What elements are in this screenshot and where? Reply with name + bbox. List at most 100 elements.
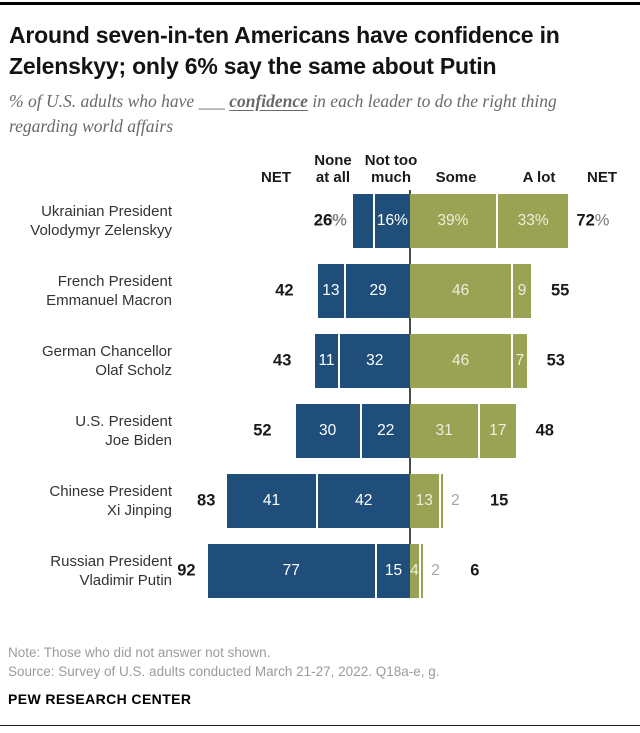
net-value: 48	[535, 421, 554, 440]
footnote-block: Note: Those who did not answer not shown…	[8, 644, 440, 681]
segment-none-at-all: 41	[227, 474, 316, 528]
chart-title-line1: Around seven-in-ten Americans have confi…	[9, 22, 560, 48]
segment-not-too-much: 42	[317, 474, 410, 528]
segment-value-a-lot: 33%	[517, 212, 549, 229]
net-value: 72%	[576, 211, 610, 230]
segment-a-lot	[440, 474, 443, 528]
net-value: 26%	[313, 211, 347, 230]
net-value: 42	[275, 281, 294, 300]
segment-value-not-too-much: 15	[384, 562, 403, 579]
segment-none-at-all: 11	[315, 334, 338, 388]
net-value: 43	[273, 351, 292, 370]
bottom-rule	[0, 725, 640, 726]
row-label-line: French President	[57, 273, 172, 290]
segment-value-some: 46	[451, 282, 470, 299]
chart-title-line2: Zelenskyy; only 6% say the same about Pu…	[9, 53, 497, 79]
segment-value-a-lot: 7	[515, 352, 525, 369]
row-label-line: Chinese President	[49, 483, 172, 500]
brand-label: PEW RESEARCH CENTER	[8, 691, 192, 707]
chart-subtitle: % of U.S. adults who have ___ confidence…	[9, 89, 621, 139]
column-header-a-lot: A lot	[522, 169, 556, 186]
net-left-group: 92	[177, 562, 195, 581]
segment-a-lot: 17	[480, 404, 516, 458]
column-header-some: Some	[435, 169, 477, 186]
axis-zero-line	[409, 190, 411, 598]
net-left-group: 42	[275, 282, 293, 301]
segment-some: 46	[410, 334, 512, 388]
net-right-group: 72%	[576, 212, 609, 231]
row-label: Chinese President Xi Jinping	[49, 482, 172, 520]
row-label: French President Emmanuel Macron	[46, 272, 172, 310]
segment-value-not-too-much: 22	[377, 422, 395, 439]
net-right-group: 55	[551, 282, 569, 301]
segment-none-at-all	[352, 194, 373, 248]
segment-value-some: 13	[415, 492, 433, 509]
segment-value-none-at-all: 13	[322, 282, 340, 299]
segment-some: 13	[410, 474, 439, 528]
segment-value-some: 39%	[437, 212, 469, 229]
segment-some: 31	[410, 404, 479, 458]
segment-not-too-much: 22	[361, 404, 410, 458]
segment-a-lot: 7	[513, 334, 527, 388]
net-left-group: 83	[197, 492, 215, 511]
segment-none-at-all: 13	[317, 264, 345, 318]
net-value-suffix: %	[332, 211, 347, 230]
segment-none-at-all: 30	[295, 404, 360, 458]
net-right-group: 53	[547, 352, 565, 371]
segment-not-too-much: 29	[346, 264, 410, 318]
segment-not-too-much: 32	[339, 334, 410, 388]
segment-none-at-all: 77	[207, 544, 375, 598]
segment-some: 4	[410, 544, 419, 598]
segment-value-not-too-much: 32	[366, 352, 384, 369]
net-value-suffix: %	[594, 211, 610, 230]
row-label-line: Vladimir Putin	[79, 572, 172, 589]
net-right-group: 6	[470, 562, 479, 581]
segment-a-lot: 9	[513, 264, 531, 318]
row-label: Russian President Vladimir Putin	[50, 552, 172, 590]
row-label-line: U.S. President	[75, 413, 172, 430]
net-value: 6	[470, 561, 480, 580]
subtitle-prefix: % of U.S. adults who have	[9, 91, 195, 111]
row-label-line: Olaf Scholz	[95, 362, 172, 379]
segment-not-too-much: 16%	[374, 194, 410, 248]
segment-some: 39%	[410, 194, 496, 248]
outside-value-a-lot: 2	[451, 492, 460, 509]
segment-value-none-at-all: 77	[282, 562, 300, 579]
net-left-group: 26%	[314, 212, 347, 231]
column-header-not-too-much: Not too much	[364, 152, 418, 186]
row-label: Ukrainian President Volodymyr Zelenskyy	[30, 202, 172, 240]
net-left-group: 43	[273, 352, 291, 371]
net-left-group: 52	[253, 422, 271, 441]
segment-value-none-at-all: 41	[262, 492, 281, 509]
row-label: German Chancellor Olaf Scholz	[42, 342, 172, 380]
segment-value-none-at-all: 30	[318, 422, 337, 439]
segment-value-not-too-much: 29	[369, 282, 387, 299]
segment-a-lot	[420, 544, 424, 598]
row-label-line: Joe Biden	[105, 432, 172, 449]
note-text: Note: Those who did not answer not shown…	[8, 645, 271, 660]
segment-some: 46	[410, 264, 512, 318]
row-label-line: German Chancellor	[41, 343, 172, 360]
top-rule	[0, 2, 640, 5]
segment-value-none-at-all: 11	[318, 352, 335, 369]
row-label-line: Russian President	[50, 553, 172, 570]
row-label-line: Xi Jinping	[106, 502, 172, 519]
net-right-group: 48	[536, 422, 554, 441]
subtitle-emphasis: confidence	[229, 91, 308, 111]
subtitle-blank: ___	[198, 91, 225, 111]
outside-value-a-lot: 2	[431, 562, 440, 579]
net-value: 53	[546, 351, 565, 370]
row-label: U.S. President Joe Biden	[75, 412, 172, 450]
net-right-group: 15	[490, 492, 508, 511]
outside-value-none-at-all: 10%	[315, 212, 347, 229]
net-value: 83	[197, 491, 216, 510]
row-label-line: Emmanuel Macron	[46, 292, 172, 309]
segment-value-not-too-much: 16%	[376, 212, 408, 229]
column-header-net-left: NET	[261, 169, 291, 186]
row-label-line: Ukrainian President	[41, 203, 172, 220]
segment-value-some: 46	[451, 352, 470, 369]
segment-value-not-too-much: 42	[355, 492, 373, 509]
segment-not-too-much: 15	[377, 544, 410, 598]
column-header-net-right: NET	[587, 169, 617, 186]
